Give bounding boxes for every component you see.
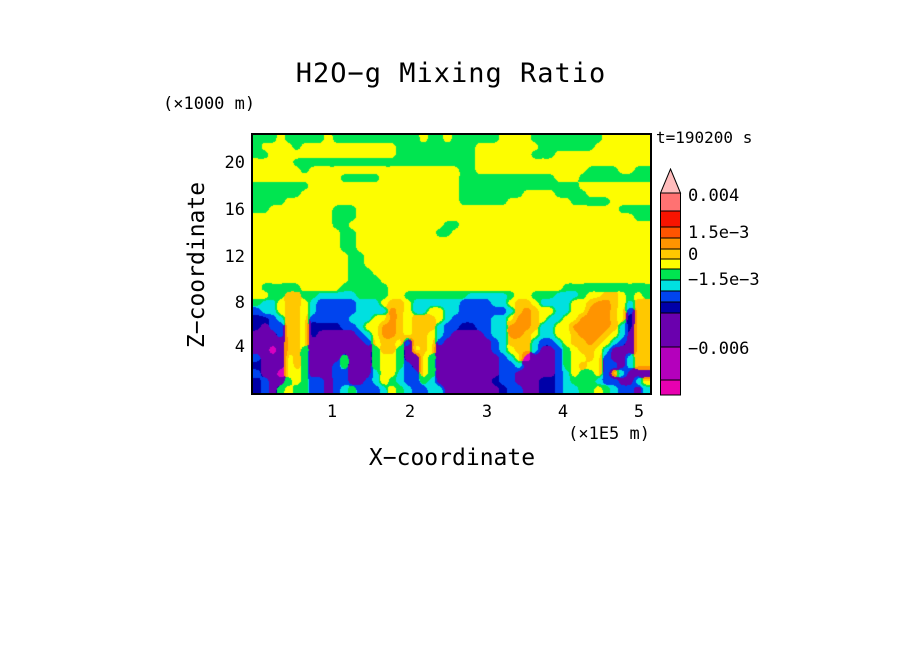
- y-tick-label: 20: [224, 153, 245, 173]
- colorbar-segment: [660, 258, 681, 270]
- chart-title: H2O−g Mixing Ratio: [295, 58, 607, 89]
- colorbar-tick-label: −1.5e−3: [688, 270, 760, 290]
- colorbar-segment: [660, 268, 681, 281]
- colorbar-segment: [660, 379, 681, 396]
- y-axis-unit-label: (×1000 m): [163, 94, 256, 114]
- colorbar: [660, 168, 682, 396]
- colorbar-segment: [660, 301, 681, 314]
- x-tick-label: 3: [481, 402, 493, 422]
- colorbar-segment: [660, 290, 681, 303]
- colorbar-tick-label: 0: [688, 245, 699, 265]
- colorbar-segment: [660, 248, 681, 260]
- colorbar-tick-label: 0.004: [688, 186, 740, 206]
- time-annotation: t=190200 s: [656, 128, 753, 147]
- x-axis-title: X−coordinate: [368, 445, 536, 471]
- colorbar-tick-label: 1.5e−3: [688, 223, 750, 243]
- colorbar-segment: [660, 192, 681, 212]
- colorbar-segment: [660, 237, 681, 250]
- colorbar-segment: [660, 279, 681, 292]
- x-tick-label: 1: [326, 402, 338, 422]
- x-axis-unit-label: (×1E5 m): [568, 424, 650, 444]
- y-tick-label: 4: [234, 337, 245, 357]
- colorbar-arrow: [660, 168, 682, 194]
- x-tick-label: 2: [404, 402, 416, 422]
- colorbar-segment: [660, 226, 681, 239]
- y-tick-label: 16: [224, 200, 245, 220]
- x-tick-label: 4: [557, 402, 569, 422]
- colorbar-segment: [660, 346, 681, 381]
- y-tick-label: 12: [224, 247, 245, 267]
- y-tick-label: 8: [234, 293, 245, 313]
- colorbar-segment: [660, 312, 681, 348]
- colorbar-segment: [660, 210, 681, 228]
- contour-plot: [253, 135, 650, 393]
- colorbar-tick-label: −0.006: [688, 339, 750, 359]
- x-tick-label: 5: [633, 402, 645, 422]
